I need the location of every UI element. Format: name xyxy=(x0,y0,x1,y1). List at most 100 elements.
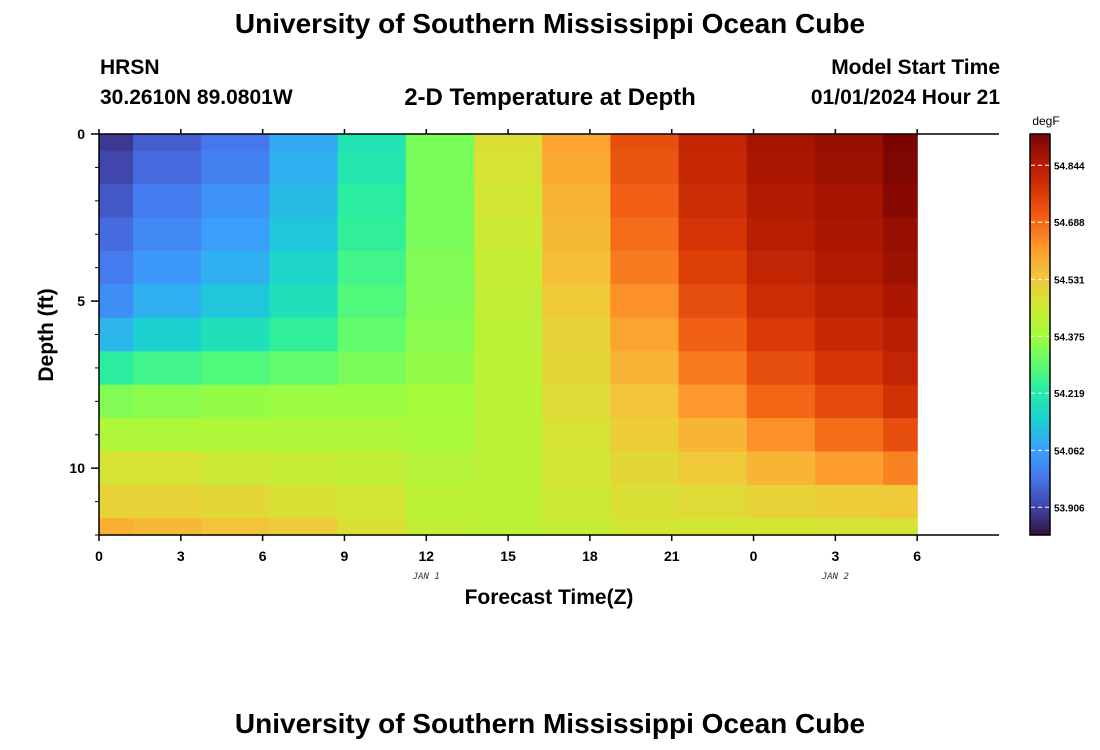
date-label: JAN 2 xyxy=(821,572,849,582)
heatmap-cell xyxy=(201,134,271,152)
heatmap-cell xyxy=(201,150,271,185)
heatmap-cell xyxy=(269,317,339,352)
heatmap-cell xyxy=(678,451,748,486)
heatmap-cell xyxy=(201,184,271,219)
heatmap-cell xyxy=(99,134,134,152)
heatmap-cell xyxy=(133,384,202,419)
heatmap-cell xyxy=(610,418,680,453)
heatmap-cell xyxy=(201,451,271,486)
heatmap-cell xyxy=(99,184,134,219)
heatmap-cell xyxy=(133,217,202,252)
x-tick-label: 0 xyxy=(95,548,103,564)
heatmap-cell xyxy=(405,384,475,419)
heatmap-cell xyxy=(814,150,884,185)
heatmap-cell xyxy=(405,317,475,352)
heatmap-cell xyxy=(610,217,680,252)
heatmap-cell xyxy=(133,250,202,285)
heatmap-cell xyxy=(201,317,271,352)
heatmap-cell xyxy=(678,284,748,319)
heatmap-cell xyxy=(542,317,611,352)
colorbar-tick-label: 53.906 xyxy=(1054,503,1085,514)
x-tick-label: 21 xyxy=(664,548,680,564)
date-label: JAN 1 xyxy=(412,572,440,582)
heatmap-cell xyxy=(814,484,884,519)
heatmap-cell xyxy=(542,184,611,219)
colorbar-gradient xyxy=(1029,133,1051,536)
x-axis-title: Forecast Time(Z) xyxy=(465,586,634,609)
heatmap-cell xyxy=(99,150,134,185)
heatmap-cell xyxy=(678,184,748,219)
heatmap-cell xyxy=(883,418,918,453)
x-tick-label: 18 xyxy=(582,548,598,564)
heatmap-cell xyxy=(269,250,339,285)
heatmap-cell xyxy=(746,217,816,252)
heatmap-cell xyxy=(678,484,748,519)
y-tick-label: 5 xyxy=(77,293,85,309)
heatmap-cell xyxy=(99,250,134,285)
heatmap-cell xyxy=(883,518,918,536)
main-title: University of Southern Mississippi Ocean… xyxy=(234,8,866,39)
heatmap-cell xyxy=(337,134,407,152)
x-tick-label: 6 xyxy=(913,548,921,564)
heatmap-cell xyxy=(133,418,202,453)
heatmap-cell xyxy=(269,284,339,319)
heatmap-cell xyxy=(474,384,543,419)
heatmap-cell xyxy=(269,184,339,219)
heatmap-cell xyxy=(201,351,271,386)
heatmap-cell xyxy=(746,418,816,453)
heatmap-cell xyxy=(269,134,339,152)
heatmap-cell xyxy=(542,150,611,185)
station-name: HRSN xyxy=(100,56,160,79)
heatmap-cell xyxy=(405,418,475,453)
heatmap-cell xyxy=(405,351,475,386)
heatmap-cell xyxy=(746,451,816,486)
colorbar: degF 53.906 54.062 54.219 54.375 54.531 54.68… xyxy=(1029,114,1085,536)
heatmap-cell xyxy=(678,150,748,185)
heatmap-cell xyxy=(133,351,202,386)
heatmap-cell xyxy=(337,384,407,419)
heatmap-cell xyxy=(814,418,884,453)
heatmap-cell xyxy=(678,217,748,252)
heatmap-cells xyxy=(99,134,918,536)
colorbar-tick-label: 54.062 xyxy=(1054,446,1085,457)
colorbar-tick-label: 54.844 xyxy=(1054,161,1085,172)
station-coordinates: 30.2610N 89.0801W xyxy=(100,86,293,109)
model-start-label: Model Start Time xyxy=(831,56,1000,79)
heatmap-cell xyxy=(542,418,611,453)
heatmap-cell xyxy=(474,418,543,453)
heatmap-cell xyxy=(269,217,339,252)
heatmap-cell xyxy=(474,217,543,252)
heatmap-cell xyxy=(269,484,339,519)
heatmap-cell xyxy=(610,484,680,519)
heatmap-cell xyxy=(99,451,134,486)
heatmap-cell xyxy=(746,150,816,185)
heatmap-cell xyxy=(883,217,918,252)
heatmap-cell xyxy=(337,451,407,486)
colorbar-tick-label: 54.375 xyxy=(1054,332,1085,343)
heatmap-cell xyxy=(474,250,543,285)
heatmap-cell xyxy=(405,451,475,486)
y-tick-label: 10 xyxy=(69,460,85,476)
heatmap-cell xyxy=(883,317,918,352)
heatmap-cell xyxy=(337,351,407,386)
chart-subtitle: 2-D Temperature at Depth xyxy=(404,84,696,111)
heatmap-cell xyxy=(133,284,202,319)
heatmap-cell xyxy=(337,217,407,252)
heatmap-cell xyxy=(883,351,918,386)
heatmap-cell xyxy=(610,351,680,386)
footer-title: University of Southern Mississippi Ocean… xyxy=(234,708,866,739)
heatmap-cell xyxy=(678,351,748,386)
heatmap-cell xyxy=(814,518,884,536)
heatmap-cell xyxy=(474,284,543,319)
heatmap-cell xyxy=(337,484,407,519)
heatmap-cell xyxy=(678,418,748,453)
heatmap-cell xyxy=(201,518,271,536)
heatmap-cell xyxy=(337,518,407,536)
heatmap-cell xyxy=(746,518,816,536)
heatmap-cell xyxy=(746,134,816,152)
heatmap-cell xyxy=(883,134,918,152)
heatmap-cell xyxy=(746,484,816,519)
x-tick-label: 6 xyxy=(259,548,267,564)
heatmap-cell xyxy=(337,184,407,219)
